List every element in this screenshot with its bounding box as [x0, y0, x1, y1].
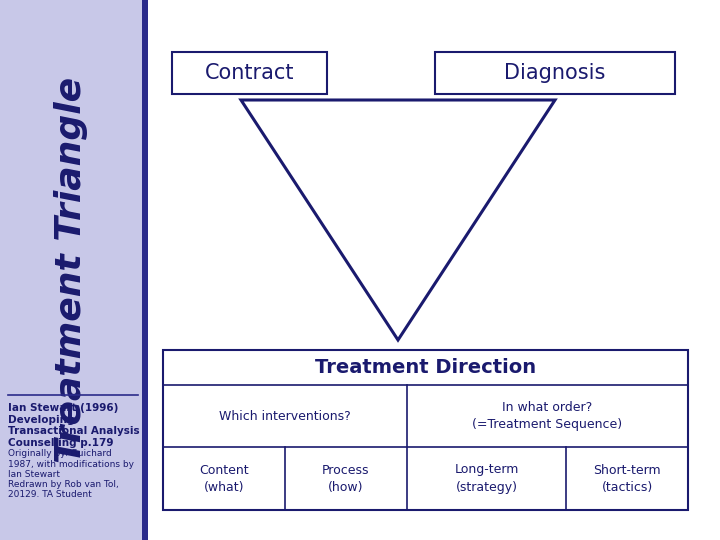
Bar	[172, 52, 327, 94]
Text: Counselling p.179: Counselling p.179	[8, 438, 114, 448]
Text: Developing: Developing	[8, 415, 74, 424]
Text: Diagnosis: Diagnosis	[504, 63, 606, 83]
Text: 1987, with modifications by: 1987, with modifications by	[8, 460, 134, 469]
Text: Short-term
(tactics): Short-term (tactics)	[593, 463, 661, 494]
Text: Redrawn by Rob van Tol,: Redrawn by Rob van Tol,	[8, 480, 119, 489]
Text: Transactional Analysis: Transactional Analysis	[8, 426, 140, 436]
Bar	[435, 52, 675, 94]
Polygon shape	[241, 100, 555, 340]
Text: Ian Stewart (1996): Ian Stewart (1996)	[8, 403, 118, 413]
Bar	[142, 0, 148, 540]
Text: Contract: Contract	[204, 63, 294, 83]
Text: Which interventions?: Which interventions?	[219, 409, 351, 422]
Text: Originally by: Guichard: Originally by: Guichard	[8, 449, 112, 458]
Bar	[0, 0, 148, 540]
Text: Long-term
(strategy): Long-term (strategy)	[454, 463, 519, 494]
Text: Treatment Triangle: Treatment Triangle	[54, 77, 88, 463]
Text: Content
(what): Content (what)	[199, 463, 248, 494]
Text: Process
(how): Process (how)	[323, 463, 369, 494]
Text: In what order?
(=Treatment Sequence): In what order? (=Treatment Sequence)	[472, 401, 623, 431]
Bar	[163, 350, 688, 510]
Text: 20129. TA Student: 20129. TA Student	[8, 490, 91, 499]
Text: Treatment Direction: Treatment Direction	[315, 358, 536, 377]
Text: Ian Stewart: Ian Stewart	[8, 470, 60, 478]
